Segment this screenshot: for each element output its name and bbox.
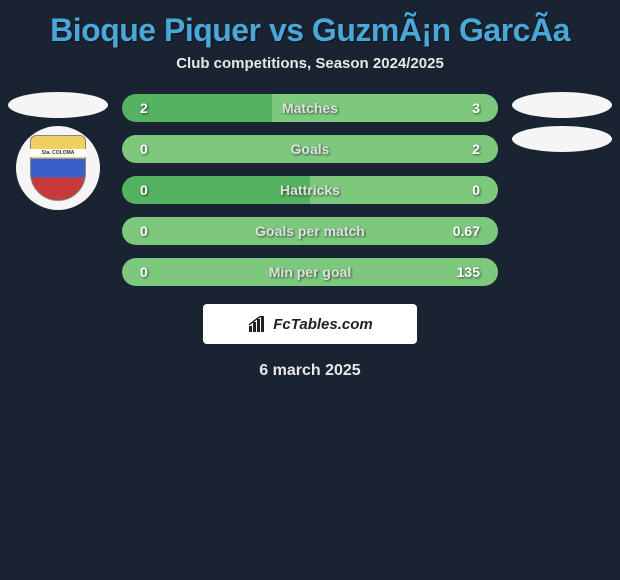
attribution-badge[interactable]: FcTables.com bbox=[203, 304, 417, 344]
left-player-column: Sta. COLOMA bbox=[6, 92, 110, 210]
stat-row: 0Hattricks0 bbox=[122, 176, 498, 204]
stat-row: 2Matches3 bbox=[122, 94, 498, 122]
stat-label: Matches bbox=[122, 100, 498, 116]
stat-row: 0Min per goal135 bbox=[122, 258, 498, 286]
stat-right-value: 135 bbox=[457, 264, 480, 280]
stat-row: 0Goals2 bbox=[122, 135, 498, 163]
stats-list: 2Matches30Goals20Hattricks00Goals per ma… bbox=[122, 92, 498, 286]
bar-chart-icon bbox=[247, 316, 267, 332]
right-player-avatar bbox=[512, 92, 612, 118]
left-club-label: Sta. COLOMA bbox=[30, 149, 86, 157]
left-club-crest: Sta. COLOMA bbox=[16, 126, 100, 210]
right-player-column bbox=[510, 92, 614, 152]
stat-right-value: 2 bbox=[472, 141, 480, 157]
subtitle: Club competitions, Season 2024/2025 bbox=[0, 55, 620, 92]
page-title: Bioque Piquer vs GuzmÃ¡n GarcÃ­a bbox=[0, 0, 620, 55]
stat-row: 0Goals per match0.67 bbox=[122, 217, 498, 245]
right-club-crest bbox=[512, 126, 612, 152]
date-text: 6 march 2025 bbox=[0, 344, 620, 380]
stat-label: Min per goal bbox=[122, 264, 498, 280]
attribution-text: FcTables.com bbox=[273, 316, 372, 333]
stat-label: Goals bbox=[122, 141, 498, 157]
shield-icon bbox=[30, 135, 86, 201]
stat-right-value: 0 bbox=[472, 182, 480, 198]
stat-label: Hattricks bbox=[122, 182, 498, 198]
stat-label: Goals per match bbox=[122, 223, 498, 239]
comparison-content: Sta. COLOMA 2Matches30Goals20Hattricks00… bbox=[0, 92, 620, 286]
stat-right-value: 3 bbox=[472, 100, 480, 116]
stat-right-value: 0.67 bbox=[453, 223, 480, 239]
left-player-avatar bbox=[8, 92, 108, 118]
